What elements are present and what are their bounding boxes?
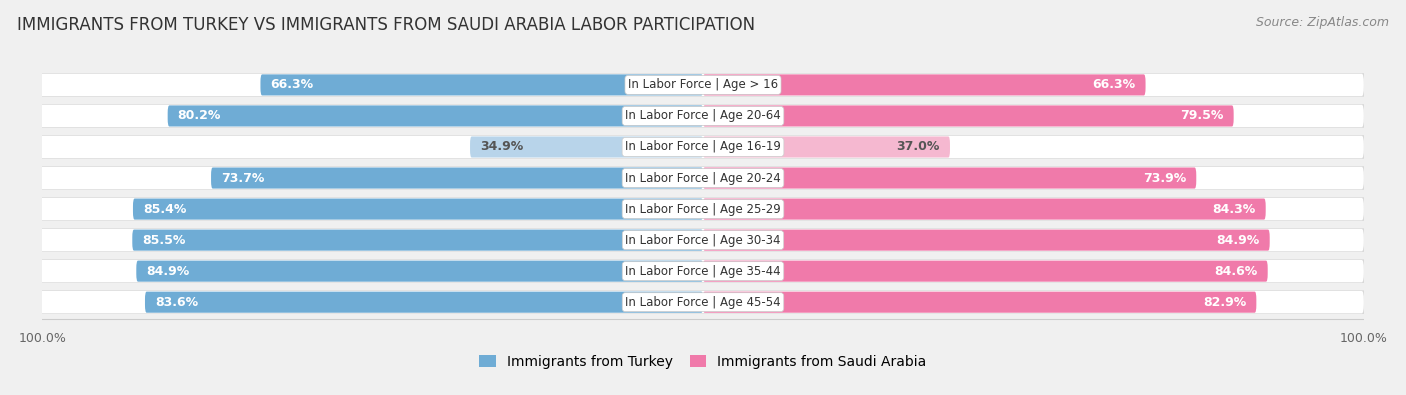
Text: In Labor Force | Age 30-34: In Labor Force | Age 30-34 <box>626 233 780 246</box>
FancyBboxPatch shape <box>211 167 703 188</box>
FancyBboxPatch shape <box>134 199 703 220</box>
Text: In Labor Force | Age 35-44: In Labor Force | Age 35-44 <box>626 265 780 278</box>
FancyBboxPatch shape <box>470 136 703 158</box>
Text: In Labor Force | Age 45-54: In Labor Force | Age 45-54 <box>626 296 780 308</box>
FancyBboxPatch shape <box>260 74 703 96</box>
Text: In Labor Force | Age > 16: In Labor Force | Age > 16 <box>628 79 778 91</box>
Text: 34.9%: 34.9% <box>479 141 523 154</box>
FancyBboxPatch shape <box>703 199 1265 220</box>
FancyBboxPatch shape <box>703 167 1197 188</box>
FancyBboxPatch shape <box>703 105 1233 126</box>
FancyBboxPatch shape <box>39 291 1364 313</box>
FancyBboxPatch shape <box>39 74 1364 96</box>
FancyBboxPatch shape <box>39 197 1367 221</box>
Text: Source: ZipAtlas.com: Source: ZipAtlas.com <box>1256 16 1389 29</box>
Text: 66.3%: 66.3% <box>1092 79 1136 91</box>
FancyBboxPatch shape <box>39 260 1364 282</box>
Text: 84.9%: 84.9% <box>146 265 190 278</box>
Text: In Labor Force | Age 16-19: In Labor Force | Age 16-19 <box>626 141 780 154</box>
FancyBboxPatch shape <box>39 228 1367 252</box>
Text: 37.0%: 37.0% <box>897 141 941 154</box>
Text: 80.2%: 80.2% <box>177 109 221 122</box>
Text: 73.7%: 73.7% <box>221 171 264 184</box>
Text: 73.9%: 73.9% <box>1143 171 1187 184</box>
FancyBboxPatch shape <box>703 292 1257 313</box>
FancyBboxPatch shape <box>39 260 1367 283</box>
Text: In Labor Force | Age 20-64: In Labor Force | Age 20-64 <box>626 109 780 122</box>
FancyBboxPatch shape <box>703 229 1270 251</box>
Text: 84.3%: 84.3% <box>1212 203 1256 216</box>
FancyBboxPatch shape <box>703 74 1146 96</box>
FancyBboxPatch shape <box>39 167 1364 189</box>
Text: 85.5%: 85.5% <box>142 233 186 246</box>
FancyBboxPatch shape <box>39 290 1367 314</box>
FancyBboxPatch shape <box>39 136 1364 158</box>
Text: IMMIGRANTS FROM TURKEY VS IMMIGRANTS FROM SAUDI ARABIA LABOR PARTICIPATION: IMMIGRANTS FROM TURKEY VS IMMIGRANTS FRO… <box>17 16 755 34</box>
FancyBboxPatch shape <box>145 292 703 313</box>
Text: 83.6%: 83.6% <box>155 296 198 308</box>
Text: In Labor Force | Age 20-24: In Labor Force | Age 20-24 <box>626 171 780 184</box>
Text: 82.9%: 82.9% <box>1204 296 1246 308</box>
FancyBboxPatch shape <box>39 198 1364 220</box>
Text: 84.6%: 84.6% <box>1215 265 1258 278</box>
Text: 66.3%: 66.3% <box>270 79 314 91</box>
Text: 79.5%: 79.5% <box>1180 109 1223 122</box>
FancyBboxPatch shape <box>136 261 703 282</box>
FancyBboxPatch shape <box>39 166 1367 190</box>
FancyBboxPatch shape <box>703 136 950 158</box>
FancyBboxPatch shape <box>703 261 1268 282</box>
Text: 84.9%: 84.9% <box>1216 233 1260 246</box>
FancyBboxPatch shape <box>39 105 1364 127</box>
Text: 85.4%: 85.4% <box>143 203 187 216</box>
FancyBboxPatch shape <box>39 229 1364 251</box>
Text: In Labor Force | Age 25-29: In Labor Force | Age 25-29 <box>626 203 780 216</box>
Legend: Immigrants from Turkey, Immigrants from Saudi Arabia: Immigrants from Turkey, Immigrants from … <box>474 349 932 374</box>
FancyBboxPatch shape <box>167 105 703 126</box>
FancyBboxPatch shape <box>132 229 703 251</box>
FancyBboxPatch shape <box>39 73 1367 97</box>
FancyBboxPatch shape <box>39 104 1367 128</box>
FancyBboxPatch shape <box>39 135 1367 159</box>
